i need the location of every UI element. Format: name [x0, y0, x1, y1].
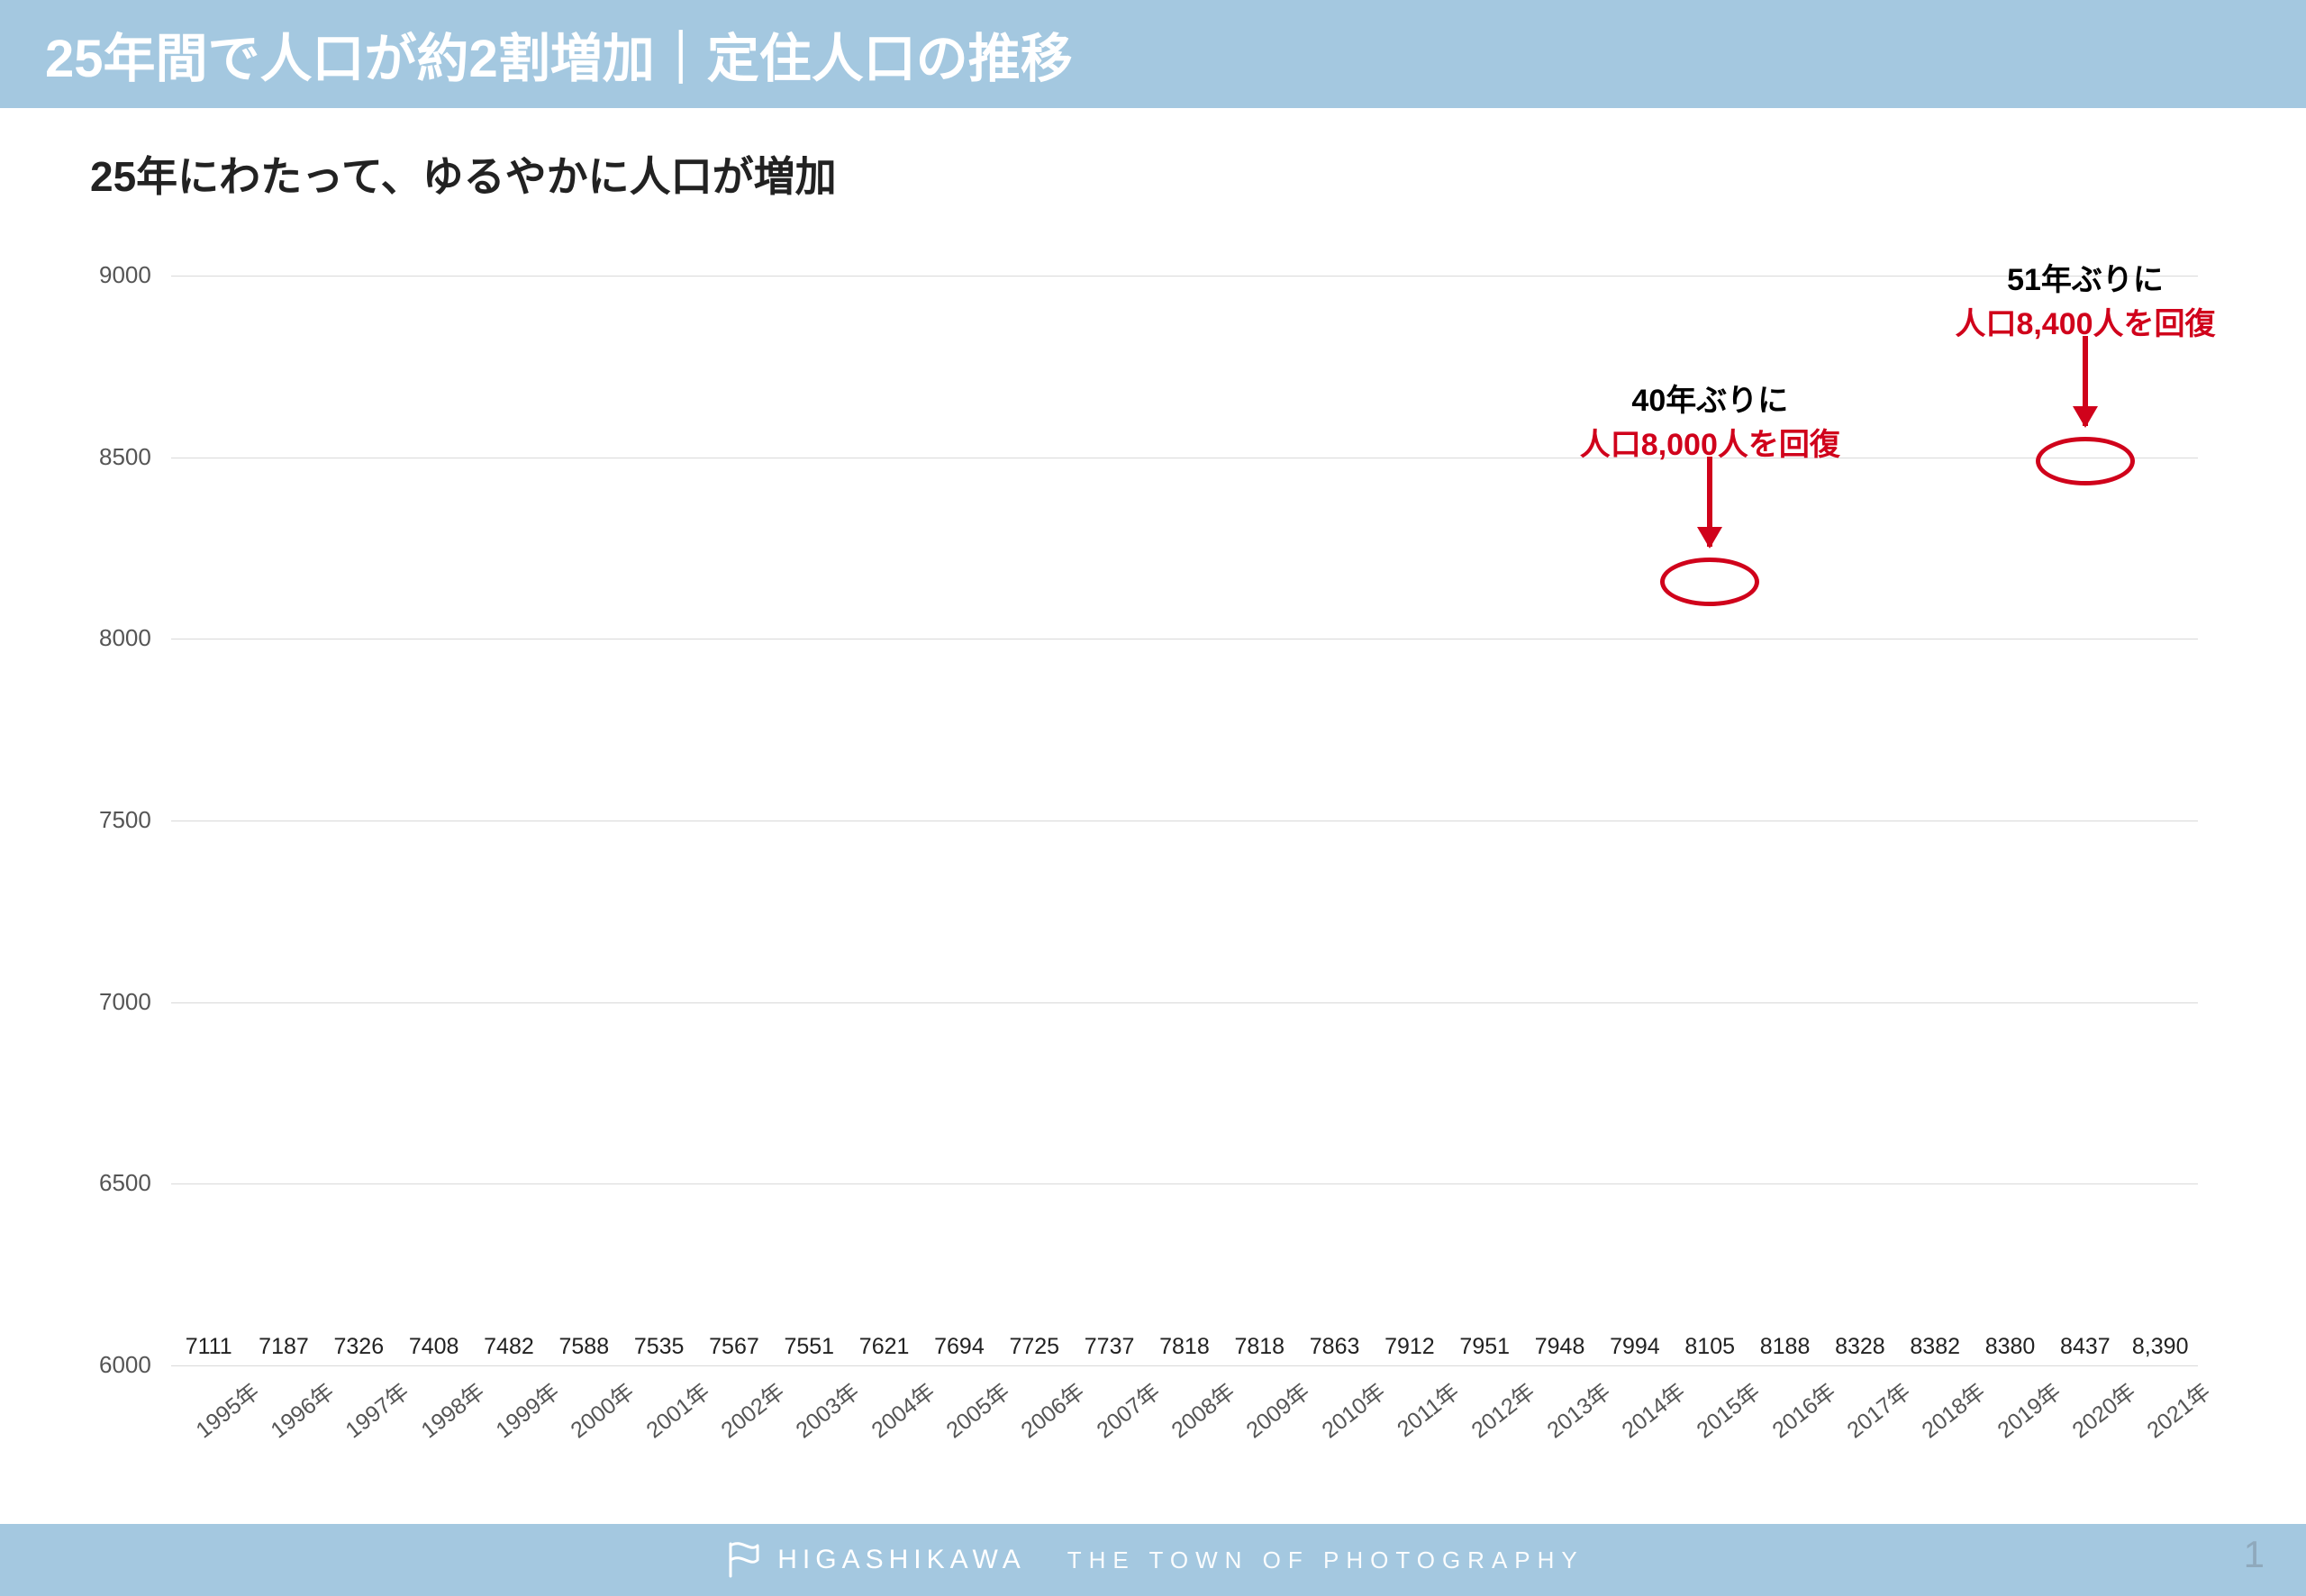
x-tick-slot: 2000年: [547, 1369, 622, 1446]
x-tick-slot: 1999年: [471, 1369, 546, 1446]
bar-value-label: 8380: [1985, 1334, 2036, 1360]
bar-value-label: 7737: [1085, 1334, 1135, 1360]
population-bar-chart: 6000 6500 7000 7500 8000 8500 9000 7111 7187 7326…: [90, 222, 2234, 1446]
annotation-ring: [2036, 437, 2135, 485]
footer-brand-text: HIGASHIKAWA: [777, 1545, 1025, 1575]
bar-value-label: 7567: [709, 1334, 759, 1360]
x-tick-slot: 2011年: [1372, 1369, 1447, 1446]
bar-value-label: 7725: [1009, 1334, 1059, 1360]
page-number: 1: [2244, 1533, 2265, 1576]
y-axis-tick-label: 7500: [99, 806, 151, 834]
y-axis-tick-label: 8000: [99, 624, 151, 652]
slide-subtitle: 25年にわたって、ゆるやかに人口が増加: [90, 144, 2306, 204]
bar-value-label: 7818: [1159, 1334, 1210, 1360]
x-tick-slot: 2009年: [1222, 1369, 1297, 1446]
bar-value-label: 7111: [186, 1334, 232, 1360]
x-tick-slot: 2006年: [997, 1369, 1072, 1446]
bar-value-label: 7187: [259, 1334, 309, 1360]
x-tick-slot: 2008年: [1147, 1369, 1221, 1446]
bar-value-label: 7408: [409, 1334, 459, 1360]
bar-value-label: 7818: [1234, 1334, 1285, 1360]
annotation-arrow: [2083, 336, 2088, 426]
bar-value-label: 7535: [634, 1334, 685, 1360]
x-tick-slot: 2020年: [2047, 1369, 2122, 1446]
footer-brand: HIGASHIKAWA THE TOWN OF PHOTOGRAPHY: [722, 1540, 1584, 1580]
bar-value-label: 8437: [2060, 1334, 2111, 1360]
y-axis-tick-label: 6500: [99, 1169, 151, 1197]
y-axis-tick-label: 9000: [99, 261, 151, 289]
slide-title: 25年間で人口が約2割増加｜定住人口の推移: [45, 16, 1073, 92]
annotation-ring: [1660, 558, 1759, 606]
x-tick-slot: 2002年: [696, 1369, 771, 1446]
x-tick-slot: 2013年: [1522, 1369, 1597, 1446]
footer-tagline: THE TOWN OF PHOTOGRAPHY: [1067, 1546, 1584, 1574]
bar-value-label: 7326: [334, 1334, 385, 1360]
slide-header: 25年間で人口が約2割増加｜定住人口の推移: [0, 0, 2306, 108]
bar-value-label: 7948: [1535, 1334, 1585, 1360]
bar-value-label: 8382: [1910, 1334, 1960, 1360]
x-tick-slot: 1995年: [171, 1369, 246, 1446]
bar-value-label: 8328: [1835, 1334, 1885, 1360]
bar-value-label: 7621: [859, 1334, 910, 1360]
bar-value-label: 7482: [484, 1334, 534, 1360]
y-axis-tick-label: 7000: [99, 988, 151, 1016]
y-axis-tick-label: 8500: [99, 443, 151, 471]
x-tick-slot: 2021年: [2123, 1369, 2198, 1446]
x-tick-slot: 2012年: [1448, 1369, 1522, 1446]
x-tick-slot: 1998年: [396, 1369, 471, 1446]
bar-value-label: 8105: [1684, 1334, 1735, 1360]
x-tick-slot: 2003年: [772, 1369, 847, 1446]
bar-value-label: 7588: [558, 1334, 609, 1360]
x-tick-slot: 2010年: [1297, 1369, 1372, 1446]
x-tick-slot: 2015年: [1673, 1369, 1748, 1446]
bar-value-label: 7551: [784, 1334, 834, 1360]
bar-value-label: 7994: [1610, 1334, 1660, 1360]
bar-value-label: 7694: [934, 1334, 985, 1360]
bar-value-label: 8,390: [2132, 1334, 2189, 1360]
flag-icon: [722, 1540, 761, 1580]
x-tick-slot: 2019年: [1973, 1369, 2047, 1446]
bar-value-label: 7951: [1459, 1334, 1510, 1360]
x-tick-slot: 2007年: [1072, 1369, 1147, 1446]
chart-gridline: [171, 1365, 2198, 1366]
x-tick-slot: 2014年: [1597, 1369, 1672, 1446]
x-tick-slot: 1997年: [322, 1369, 396, 1446]
x-tick-slot: 2005年: [921, 1369, 996, 1446]
bar-value-label: 7863: [1310, 1334, 1360, 1360]
x-tick-slot: 2016年: [1748, 1369, 1822, 1446]
slide-footer: HIGASHIKAWA THE TOWN OF PHOTOGRAPHY: [0, 1524, 2306, 1596]
annotation-arrow: [1707, 457, 1712, 547]
x-tick-slot: 2001年: [622, 1369, 696, 1446]
y-axis-tick-label: 6000: [99, 1351, 151, 1379]
bar-value-label: 7912: [1385, 1334, 1435, 1360]
x-tick-slot: 2018年: [1898, 1369, 1973, 1446]
x-tick-slot: 2004年: [847, 1369, 921, 1446]
x-tick-slot: 2017年: [1822, 1369, 1897, 1446]
x-axis-tick-label: 2021年: [2139, 1374, 2217, 1445]
bar-value-label: 8188: [1760, 1334, 1811, 1360]
x-tick-slot: 1996年: [246, 1369, 321, 1446]
chart-bars: 7111 7187 7326 7408 7482 7588 7535 7567 7551 7621…: [171, 276, 2198, 1365]
